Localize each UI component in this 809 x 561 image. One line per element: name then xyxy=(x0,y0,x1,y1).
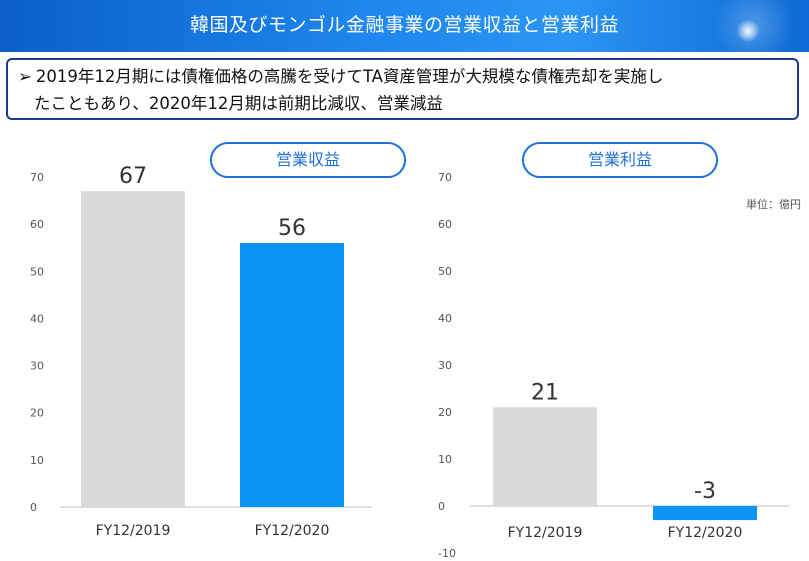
revenue-ytick-label: 70 xyxy=(30,171,44,184)
revenue-ytick-label: 30 xyxy=(30,360,44,373)
profit-ytick-label: -10 xyxy=(438,547,456,560)
revenue-bar-fy122019 xyxy=(81,191,185,507)
profit-bar-fy122020 xyxy=(653,506,757,521)
profit-ytick-label: 0 xyxy=(438,500,445,513)
profit-ytick-label: 40 xyxy=(438,312,452,325)
chart-title-revenue: 営業収益 xyxy=(210,142,406,178)
profit-ytick-label: 10 xyxy=(438,453,452,466)
chart-title-profit: 営業利益 xyxy=(522,142,718,178)
profit-ytick-label: 70 xyxy=(438,171,452,184)
revenue-ytick-label: 40 xyxy=(30,312,44,325)
profit-category-label: FY12/2019 xyxy=(508,525,583,541)
revenue-ytick-label: 10 xyxy=(30,454,44,467)
arrow-bullet-icon: ➢ xyxy=(18,67,32,86)
profit-bar-fy122019 xyxy=(493,407,597,506)
page-title: 韓国及びモンゴル金融事業の営業収益と営業利益 xyxy=(189,14,619,36)
unit-label: 単位：億円 xyxy=(746,198,801,211)
revenue-ytick-label: 50 xyxy=(30,265,44,278)
title-glow xyxy=(737,20,759,42)
profit-ytick-label: 30 xyxy=(438,359,452,372)
revenue-ytick-label: 20 xyxy=(30,407,44,420)
revenue-bar-fy122020 xyxy=(240,243,344,507)
profit-ytick-label: 20 xyxy=(438,406,452,419)
profit-chart: -10 0 10 20 30 40 50 60 70 21 FY12/2019 -3 FY12/2020 xyxy=(438,171,790,560)
profit-ytick-label: 50 xyxy=(438,265,452,278)
note-line-1: ➢ 2019年12月期には債権価格の高騰を受けてTA資産管理が大規模な債権売却を実… xyxy=(18,63,787,90)
revenue-category-label: FY12/2020 xyxy=(255,523,330,539)
revenue-chart: 0 10 20 30 40 50 60 70 67 FY12/2019 56 FY12/2020 xyxy=(30,164,372,539)
profit-data-label: -3 xyxy=(694,479,716,504)
profit-data-label: 21 xyxy=(531,380,559,405)
note-line-2: たこともあり、2020年12月期は前期比減収、営業減益 xyxy=(34,94,443,113)
revenue-data-label: 67 xyxy=(119,164,147,189)
title-bar: 韓国及びモンゴル金融事業の営業収益と営業利益 xyxy=(0,0,809,52)
note-text-1: 2019年12月期には債権価格の高騰を受けてTA資産管理が大規模な債権売却を実施… xyxy=(35,67,664,86)
revenue-data-label: 56 xyxy=(278,216,306,241)
profit-ytick-label: 60 xyxy=(438,218,452,231)
revenue-category-label: FY12/2019 xyxy=(96,523,171,539)
revenue-ytick-label: 60 xyxy=(30,218,44,231)
revenue-ytick-label: 0 xyxy=(30,501,37,514)
profit-category-label: FY12/2020 xyxy=(668,525,743,541)
note-box: ➢ 2019年12月期には債権価格の高騰を受けてTA資産管理が大規模な債権売却を実… xyxy=(6,58,799,120)
